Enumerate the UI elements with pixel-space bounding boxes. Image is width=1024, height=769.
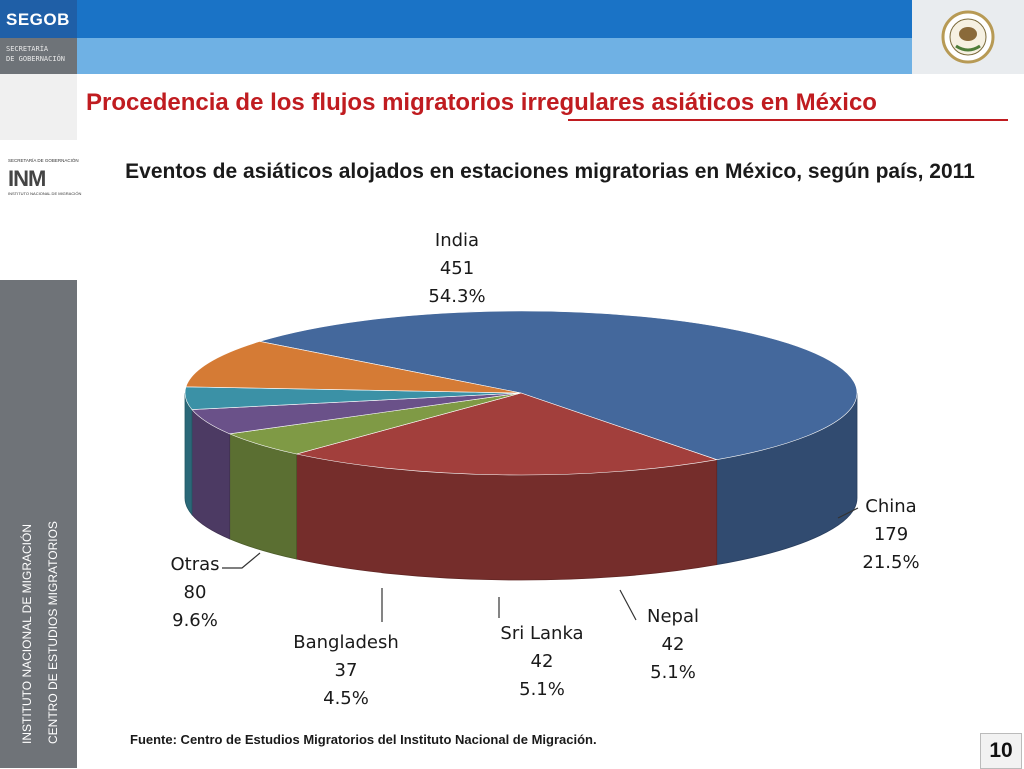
national-seal-icon — [941, 10, 995, 64]
slice-label-otras: Otras 80 9.6% — [170, 554, 220, 631]
page-number: 10 — [980, 733, 1022, 769]
leader-china — [837, 507, 859, 519]
slice-label-india: India 451 54.3% — [428, 230, 486, 307]
pie-slice-otras — [185, 341, 522, 394]
slice-label-china: China 179 21.5% — [862, 496, 920, 573]
header-bar — [0, 0, 912, 38]
brand-subblock — [0, 38, 77, 74]
pie-slice-china — [296, 392, 717, 476]
leader-nepal — [619, 589, 637, 621]
slice-label-nepal: Nepal 42 5.1% — [647, 606, 699, 683]
leader-otras — [222, 552, 261, 569]
slice-label-bangladesh: Bangladesh 37 4.5% — [293, 632, 399, 709]
header-subbar — [77, 38, 912, 74]
pie-side-nepal — [229, 433, 297, 560]
inm-logo-caption-bottom: INSTITUTO NACIONAL DE MIGRACIÓN — [8, 191, 82, 196]
title-underline — [568, 119, 1008, 121]
pie-slice-india — [259, 310, 858, 460]
source-note: Fuente: Centro de Estudios Migratorios d… — [130, 732, 597, 747]
brand-block — [0, 0, 77, 38]
inm-logo-caption-top: SECRETARÍA DE GOBERNACIÓN — [8, 158, 79, 163]
pie-side-bangladesh — [184, 392, 193, 516]
seal-box — [912, 0, 1024, 74]
slide-title: Procedencia de los flujos migratorios ir… — [86, 89, 877, 116]
brand-subtitle: SECRETARÍA DE GOBERNACIÓN — [6, 45, 66, 63]
slice-label-sri-lanka: Sri Lanka 42 5.1% — [500, 623, 584, 700]
inm-logo-area — [0, 140, 77, 280]
sidebar-lower — [0, 280, 77, 768]
brand-logo: SEGOB — [6, 10, 70, 29]
chart-title: Eventos de asiáticos alojados en estacio… — [125, 160, 975, 183]
inm-logo: INM — [8, 166, 46, 191]
